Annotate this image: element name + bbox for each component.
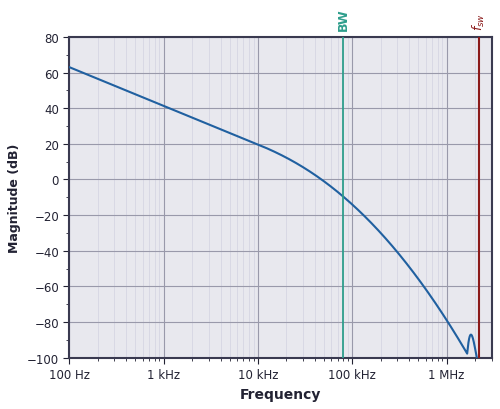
Text: $f_{sw}$: $f_{sw}$ [471,13,487,31]
Y-axis label: Magnitude (dB): Magnitude (dB) [8,143,22,252]
Text: BW: BW [336,8,349,31]
X-axis label: Frequency: Frequency [240,387,321,401]
